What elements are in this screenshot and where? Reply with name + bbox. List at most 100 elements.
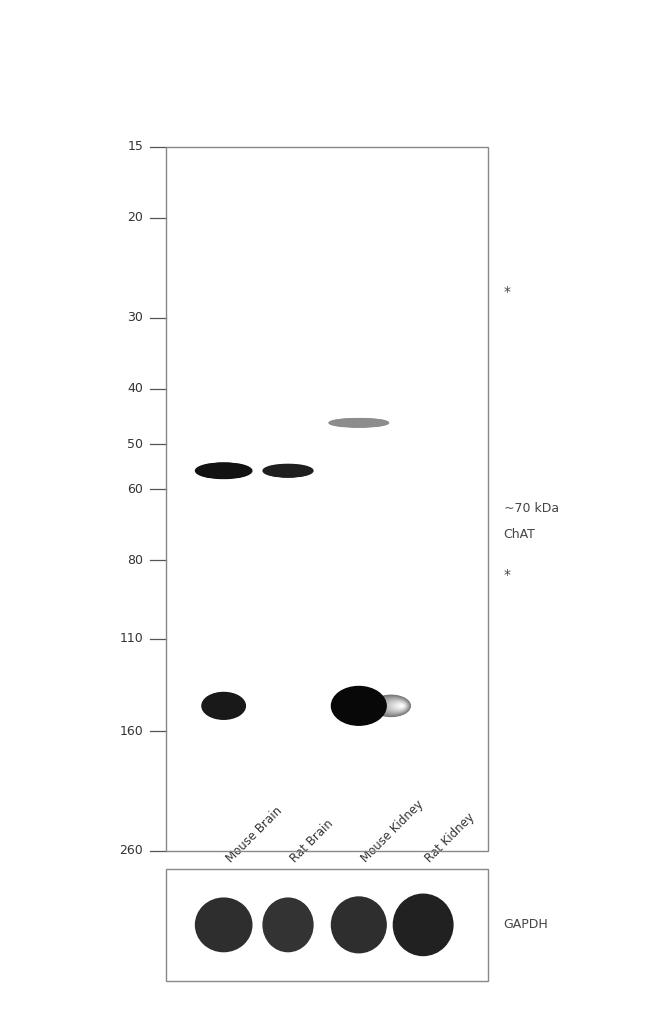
Ellipse shape (223, 924, 225, 926)
Ellipse shape (208, 696, 239, 715)
Ellipse shape (410, 911, 437, 939)
Ellipse shape (352, 701, 365, 710)
Text: 30: 30 (127, 311, 143, 324)
Ellipse shape (343, 694, 375, 717)
Ellipse shape (357, 704, 361, 707)
Ellipse shape (333, 419, 385, 426)
Ellipse shape (375, 696, 410, 715)
Ellipse shape (213, 699, 235, 713)
Text: Rat Kidney: Rat Kidney (423, 810, 478, 865)
Ellipse shape (354, 703, 363, 709)
Ellipse shape (406, 908, 440, 942)
Text: ~70 kDa: ~70 kDa (504, 502, 559, 516)
Ellipse shape (348, 914, 370, 936)
Ellipse shape (398, 900, 448, 950)
Ellipse shape (396, 898, 450, 952)
Ellipse shape (352, 918, 366, 932)
Ellipse shape (209, 911, 239, 939)
Ellipse shape (285, 470, 291, 471)
Ellipse shape (266, 901, 311, 949)
Ellipse shape (343, 695, 374, 717)
Ellipse shape (203, 465, 244, 476)
Ellipse shape (208, 910, 240, 940)
Text: ChAT: ChAT (504, 528, 536, 541)
Ellipse shape (267, 465, 309, 476)
Ellipse shape (356, 704, 362, 708)
Ellipse shape (395, 703, 404, 708)
Ellipse shape (211, 914, 236, 936)
Text: Rat Brain: Rat Brain (288, 817, 336, 865)
Ellipse shape (410, 912, 436, 938)
Text: 20: 20 (127, 212, 143, 225)
Ellipse shape (269, 905, 307, 945)
Ellipse shape (203, 694, 244, 718)
Ellipse shape (223, 705, 224, 706)
Ellipse shape (408, 910, 438, 940)
Ellipse shape (198, 464, 250, 478)
Ellipse shape (404, 906, 442, 944)
Ellipse shape (277, 468, 299, 473)
Ellipse shape (376, 697, 409, 715)
Ellipse shape (339, 692, 378, 720)
Text: 15: 15 (127, 141, 143, 153)
Ellipse shape (272, 907, 305, 943)
Ellipse shape (329, 418, 389, 427)
Ellipse shape (283, 920, 293, 930)
Ellipse shape (202, 905, 245, 945)
Ellipse shape (207, 909, 240, 941)
Ellipse shape (346, 697, 371, 714)
Ellipse shape (214, 468, 233, 473)
Ellipse shape (338, 691, 380, 720)
Text: 40: 40 (127, 383, 143, 395)
Ellipse shape (397, 899, 449, 951)
Ellipse shape (346, 421, 372, 424)
Ellipse shape (267, 903, 309, 947)
Ellipse shape (332, 419, 386, 426)
Ellipse shape (218, 920, 229, 930)
Ellipse shape (420, 922, 426, 928)
Ellipse shape (196, 463, 252, 478)
Ellipse shape (218, 469, 229, 472)
Ellipse shape (205, 695, 242, 717)
Ellipse shape (344, 910, 373, 940)
Ellipse shape (276, 912, 300, 938)
Ellipse shape (330, 418, 387, 426)
Ellipse shape (415, 917, 431, 933)
Ellipse shape (343, 420, 374, 425)
Ellipse shape (333, 688, 384, 723)
Ellipse shape (215, 917, 232, 933)
Ellipse shape (220, 470, 227, 472)
Ellipse shape (335, 901, 382, 949)
Ellipse shape (222, 470, 226, 471)
Ellipse shape (336, 902, 382, 948)
Ellipse shape (281, 469, 295, 472)
Ellipse shape (211, 698, 237, 714)
Text: Mouse Kidney: Mouse Kidney (359, 797, 426, 865)
Ellipse shape (390, 702, 406, 710)
Ellipse shape (213, 915, 234, 935)
Ellipse shape (395, 897, 451, 953)
Ellipse shape (333, 687, 385, 724)
Ellipse shape (421, 923, 425, 927)
Ellipse shape (350, 700, 367, 712)
Text: 160: 160 (120, 724, 143, 737)
Ellipse shape (200, 464, 247, 477)
Ellipse shape (273, 467, 303, 474)
Ellipse shape (216, 918, 231, 932)
Ellipse shape (337, 691, 381, 721)
Ellipse shape (408, 909, 439, 941)
Ellipse shape (218, 703, 229, 709)
Ellipse shape (342, 420, 376, 425)
Ellipse shape (399, 901, 447, 949)
Ellipse shape (341, 908, 376, 942)
Ellipse shape (213, 699, 234, 712)
Ellipse shape (347, 421, 370, 424)
Ellipse shape (335, 689, 383, 723)
Ellipse shape (348, 698, 370, 713)
Ellipse shape (422, 924, 424, 926)
Ellipse shape (214, 916, 233, 934)
Ellipse shape (222, 923, 226, 927)
Ellipse shape (412, 914, 434, 936)
Ellipse shape (264, 899, 312, 951)
Ellipse shape (372, 695, 410, 716)
